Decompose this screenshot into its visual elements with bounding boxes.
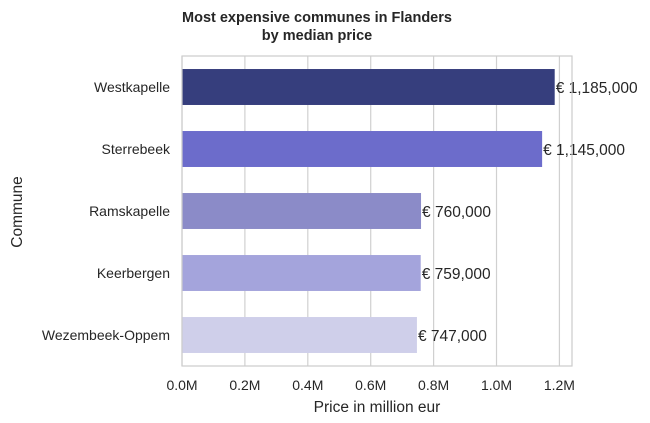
data-label-0: € 1,185,000 [556,80,638,97]
y-tick-label-2: Ramskapelle [89,203,170,219]
data-label-2: € 760,000 [422,204,491,221]
bar-3 [182,255,421,291]
y-axis-label: Commune [9,176,26,248]
y-tick-label-0: Westkapelle [94,79,170,95]
y-tick-label-4: Wezembeek-Oppem [42,327,170,343]
x-tick-label-3: 0.6M [355,377,386,393]
data-label-4: € 747,000 [418,328,487,345]
data-label-1: € 1,145,000 [543,142,625,159]
x-tick-label-4: 0.8M [418,377,449,393]
bar-1 [182,131,543,167]
x-tick-label-5: 1.0M [481,377,512,393]
y-tick-label-1: Sterrebeek [102,141,171,157]
x-axis-label: Price in million eur [314,399,441,416]
plot-frame [181,55,573,367]
data-label-3: € 759,000 [422,266,491,283]
y-tick-label-3: Keerbergen [97,265,170,281]
bar-2 [182,193,422,229]
bar-4 [182,317,417,353]
x-tick-label-2: 0.4M [292,377,323,393]
chart-title-line-2: by median price [262,28,372,44]
plot-area: Westkapelle € 1,185,000 Sterrebeek € 1,145,… [42,55,638,393]
chart-title-line-1: Most expensive communes in Flanders [182,10,452,26]
x-tick-label-1: 0.2M [229,377,260,393]
x-tick-label-0: 0.0M [166,377,197,393]
x-tick-label-6: 1.2M [544,377,575,393]
bar-0 [182,69,555,105]
